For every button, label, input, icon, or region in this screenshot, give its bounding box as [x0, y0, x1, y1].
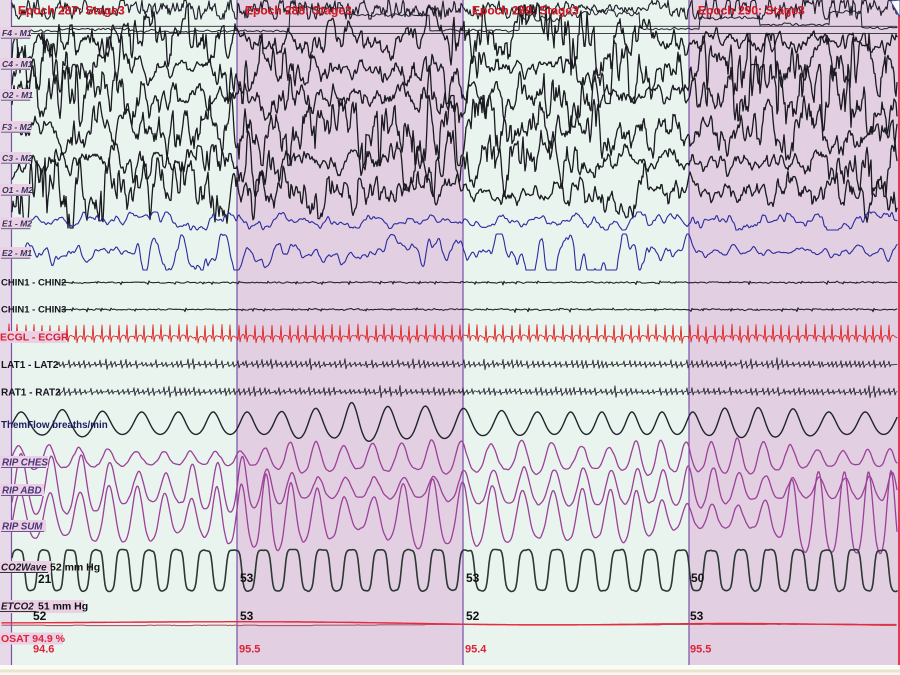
- svg-text:ECGL - ECGR: ECGL - ECGR: [0, 332, 69, 344]
- svg-text:95.5: 95.5: [239, 644, 260, 656]
- svg-text:Epoch 290: Stage3: Epoch 290: Stage3: [698, 4, 805, 18]
- svg-text:53: 53: [240, 609, 254, 623]
- svg-text:F3 - M2: F3 - M2: [2, 122, 32, 132]
- svg-text:53: 53: [240, 571, 254, 585]
- svg-text:C3 - M2: C3 - M2: [2, 153, 33, 163]
- svg-text:OSAT 94.9 %: OSAT 94.9 %: [1, 633, 66, 645]
- svg-text:C4 - M1: C4 - M1: [2, 59, 33, 69]
- svg-text:52 mm Hg: 52 mm Hg: [50, 562, 100, 574]
- svg-text:21: 21: [38, 572, 52, 586]
- svg-text:O2 - M1: O2 - M1: [2, 90, 33, 100]
- svg-text:RIP CHES: RIP CHES: [2, 458, 48, 469]
- svg-text:CHIN1 - CHIN3: CHIN1 - CHIN3: [1, 305, 66, 316]
- svg-text:CHIN1 - CHIN2: CHIN1 - CHIN2: [1, 278, 66, 289]
- svg-text:52: 52: [466, 609, 480, 623]
- svg-text:Epoch 288: Stage3: Epoch 288: Stage3: [245, 4, 352, 18]
- svg-text:53: 53: [466, 571, 480, 585]
- svg-text:RAT1 - RAT2: RAT1 - RAT2: [1, 388, 61, 399]
- svg-text:E1 - M2: E1 - M2: [2, 219, 32, 229]
- svg-text:CO2Wave: CO2Wave: [1, 563, 47, 574]
- svg-text:RIP SUM: RIP SUM: [2, 522, 43, 533]
- svg-text:ThemFlow breaths/min: ThemFlow breaths/min: [1, 420, 108, 431]
- svg-text:O1 - M2: O1 - M2: [2, 185, 33, 195]
- svg-text:50: 50: [691, 571, 705, 585]
- svg-text:52: 52: [33, 609, 47, 623]
- svg-text:LAT1 - LAT2: LAT1 - LAT2: [1, 360, 59, 371]
- svg-text:E2 - M1: E2 - M1: [2, 248, 32, 258]
- svg-text:51 mm Hg: 51 mm Hg: [38, 601, 88, 613]
- svg-text:Epoch 289: Stage3: Epoch 289: Stage3: [472, 4, 579, 18]
- svg-text:Epoch 287: Stage3: Epoch 287: Stage3: [18, 4, 125, 18]
- svg-text:94.6: 94.6: [33, 644, 54, 656]
- svg-text:RIP ABD: RIP ABD: [2, 486, 42, 497]
- svg-text:ETCO2: ETCO2: [1, 602, 34, 613]
- svg-text:53: 53: [690, 609, 704, 623]
- svg-text:95.5: 95.5: [690, 644, 711, 656]
- svg-text:F4 - M1: F4 - M1: [2, 28, 32, 38]
- svg-text:95.4: 95.4: [465, 644, 487, 656]
